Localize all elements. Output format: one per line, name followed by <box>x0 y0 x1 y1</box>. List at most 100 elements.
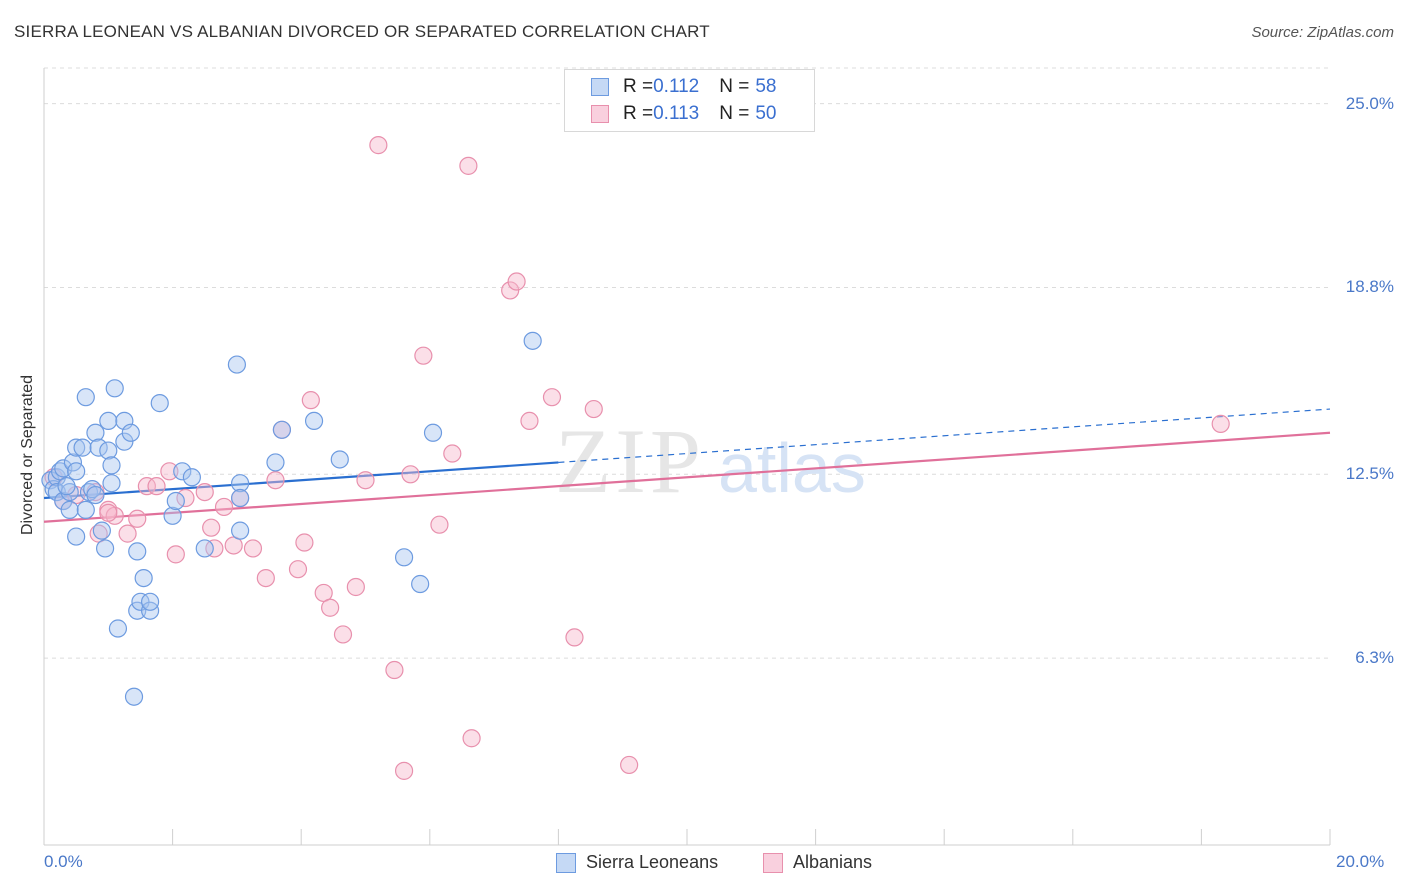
point-albanian <box>459 156 478 175</box>
point-albanian <box>256 568 275 588</box>
point-sierra-leonean <box>115 411 134 431</box>
point-sierra-leonean <box>195 539 214 558</box>
legend-swatch-pink <box>591 105 609 123</box>
point-albanian <box>565 628 584 647</box>
point-sierra-leonean <box>76 500 95 519</box>
point-sierra-leonean <box>266 453 285 472</box>
bottom-legend-albanians: Albanians <box>763 852 872 873</box>
point-sierra-leonean <box>73 438 92 457</box>
point-albanian <box>385 660 404 680</box>
point-albanian <box>195 482 214 502</box>
legend-swatch-blue <box>591 78 609 96</box>
point-sierra-leonean <box>231 488 250 508</box>
point-albanian <box>620 755 639 775</box>
bottom-legend-sierra-leoneans: Sierra Leoneans <box>556 852 718 873</box>
point-albanian <box>356 471 375 490</box>
legend-n-value: 58 <box>755 76 777 97</box>
watermark-atlas: atlas <box>718 429 866 507</box>
data-points <box>41 136 1230 780</box>
y-axis-label: Divorced or Separated <box>19 374 36 536</box>
chart-title: SIERRA LEONEAN VS ALBANIAN DIVORCED OR S… <box>14 22 710 41</box>
point-albanian <box>128 509 147 528</box>
point-sierra-leonean <box>227 355 246 374</box>
point-sierra-leonean <box>99 411 118 431</box>
point-sierra-leonean <box>121 423 140 442</box>
point-sierra-leonean <box>304 411 324 431</box>
trend-lines <box>43 408 1331 523</box>
point-sierra-leonean <box>67 527 86 546</box>
point-sierra-leonean <box>60 500 79 519</box>
point-sierra-leonean <box>272 420 292 439</box>
legend-r-label: R = <box>623 103 654 124</box>
legend-n-value: 50 <box>755 103 777 124</box>
point-sierra-leonean <box>150 394 169 413</box>
point-sierra-leonean <box>67 462 86 481</box>
axes <box>43 68 1331 846</box>
point-sierra-leonean <box>231 474 250 493</box>
x-tick-min: 0.0% <box>44 852 83 871</box>
point-sierra-leonean <box>76 388 95 407</box>
watermark-zip: ZIP <box>555 410 705 512</box>
y-tick-label: 25.0% <box>1345 93 1394 113</box>
point-albanian <box>346 577 365 597</box>
legend-r-label: R = <box>623 76 654 97</box>
bottom-legend-swatch-pink <box>763 852 783 873</box>
point-sierra-leonean <box>423 423 443 442</box>
point-sierra-leonean <box>105 379 124 398</box>
point-albanian <box>394 761 414 780</box>
point-albanian <box>243 539 263 558</box>
point-albanian <box>266 471 285 490</box>
point-albanian <box>147 477 166 496</box>
point-albanian <box>288 560 308 579</box>
point-albanian <box>99 503 118 522</box>
trend-line-sierra-leoneans-extension <box>558 408 1331 464</box>
point-albanian <box>214 497 234 517</box>
bottom-legend-label: Albanians <box>793 852 873 872</box>
point-albanian <box>321 598 340 617</box>
trend-line-albanians <box>43 431 1331 523</box>
point-sierra-leonean <box>95 539 115 558</box>
point-sierra-leonean <box>166 491 185 511</box>
point-albanian <box>414 346 433 365</box>
point-albanian <box>301 391 320 410</box>
point-albanian <box>1211 414 1230 433</box>
point-albanian <box>137 477 156 496</box>
point-albanian <box>160 462 179 481</box>
point-sierra-leonean <box>173 462 192 481</box>
point-sierra-leonean <box>163 506 182 525</box>
point-albanian <box>507 272 526 291</box>
point-sierra-leonean <box>411 574 430 594</box>
trend-line-sierra-leoneans <box>43 461 559 500</box>
y-tick-label: 6.3% <box>1355 648 1394 668</box>
point-albanian <box>462 729 481 748</box>
point-albanian <box>333 625 353 644</box>
point-albanian <box>443 444 462 463</box>
point-sierra-leonean <box>523 331 542 350</box>
legend-n-label: N = <box>719 76 750 97</box>
legend-row-albanians: R = 0.113 N = 50 <box>591 102 777 126</box>
legend-row-sierra-leoneans: R = 0.112 N = 58 <box>591 75 777 99</box>
point-sierra-leonean <box>86 423 105 442</box>
watermark: ZIP atlas <box>555 410 866 512</box>
point-sierra-leonean <box>86 485 105 505</box>
point-albanian <box>520 411 539 431</box>
y-tick-label: 12.5% <box>1345 464 1394 484</box>
point-sierra-leonean <box>57 477 76 496</box>
point-albanian <box>202 518 221 537</box>
point-albanian <box>369 136 388 155</box>
point-sierra-leonean <box>47 482 66 502</box>
point-sierra-leonean <box>134 568 153 588</box>
bottom-legend-label: Sierra Leoneans <box>586 852 719 872</box>
point-sierra-leonean <box>54 491 73 511</box>
point-sierra-leonean <box>128 542 147 561</box>
point-sierra-leonean <box>394 548 414 567</box>
point-albanian <box>542 388 562 407</box>
point-albanian <box>166 545 185 564</box>
point-albanian <box>401 465 420 484</box>
legend: R = 0.112 N = 58 R = 0.113 N = 50 <box>564 69 815 132</box>
point-sierra-leonean <box>140 592 160 611</box>
bottom-legend-swatch-blue <box>556 852 576 873</box>
point-sierra-leonean <box>99 441 118 460</box>
point-sierra-leonean <box>102 456 121 475</box>
